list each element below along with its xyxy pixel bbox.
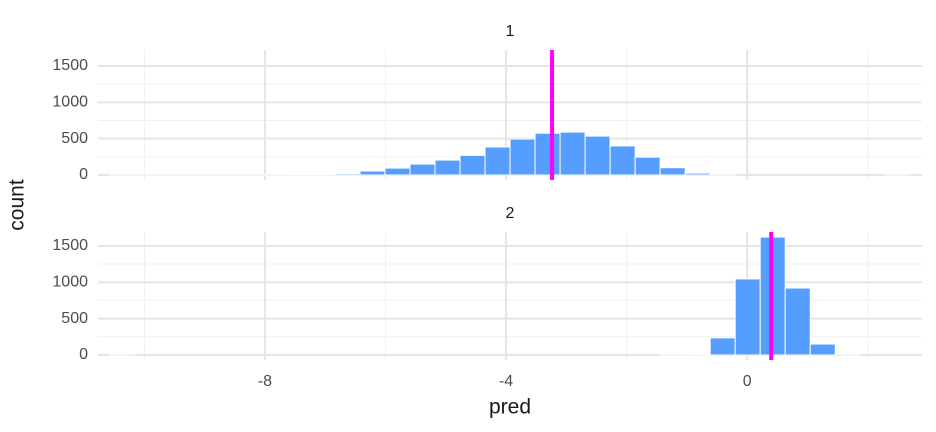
x-axis-label: pred <box>489 396 531 419</box>
bar <box>459 154 486 176</box>
bar <box>509 138 536 176</box>
bar <box>309 173 336 176</box>
bar <box>384 167 411 176</box>
bar <box>359 170 386 176</box>
bar <box>484 146 511 176</box>
bar <box>584 135 611 176</box>
bar <box>734 278 761 356</box>
bar <box>809 343 836 356</box>
y-tick-label: 500 <box>61 130 88 147</box>
y-tick-label: 1000 <box>52 273 88 290</box>
bar <box>684 353 711 356</box>
bar <box>709 337 736 356</box>
bar <box>559 131 586 176</box>
bar <box>409 163 436 176</box>
y-tick-label: 0 <box>79 166 88 183</box>
x-tick-label: 0 <box>743 373 752 390</box>
bar <box>534 132 561 176</box>
y-tick-label: 1500 <box>52 57 88 74</box>
y-tick-label: 0 <box>79 346 88 363</box>
bar <box>334 173 361 176</box>
bar <box>684 172 711 176</box>
bar <box>634 156 661 176</box>
y-axis-label: count <box>6 179 29 231</box>
facet-title: 2 <box>506 205 515 222</box>
bar <box>434 159 461 176</box>
x-tick-label: -4 <box>499 373 513 390</box>
bar <box>609 145 636 176</box>
bar <box>659 167 686 176</box>
bar <box>784 287 811 356</box>
x-tick-label: -8 <box>258 373 272 390</box>
y-tick-label: 500 <box>61 310 88 327</box>
y-tick-label: 1000 <box>52 94 88 111</box>
y-tick-label: 1500 <box>52 237 88 254</box>
facet-title: 1 <box>506 23 515 40</box>
